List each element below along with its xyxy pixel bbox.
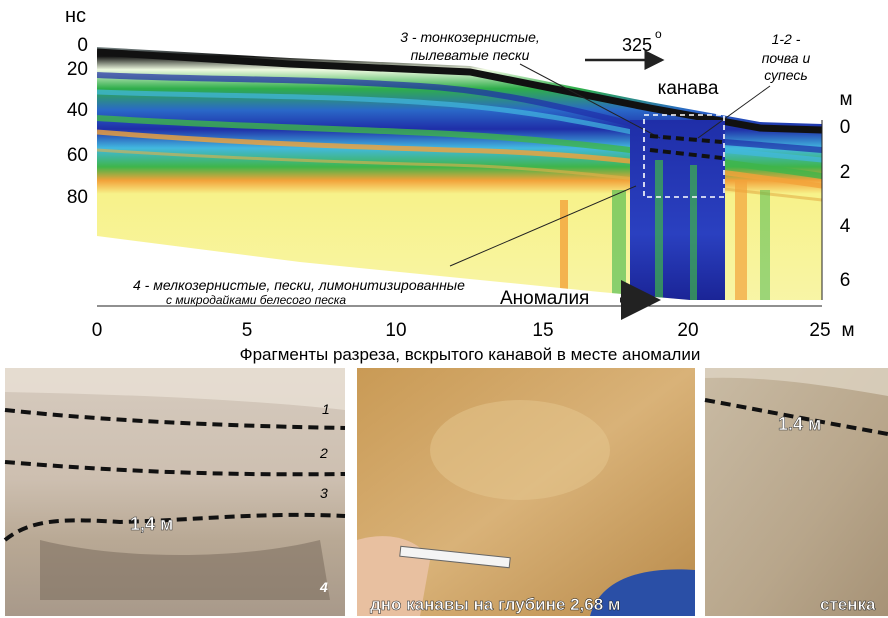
layer-label: 3 <box>320 485 328 501</box>
annotation-4-leader <box>449 185 637 267</box>
layer-label: 4 <box>319 579 328 595</box>
photo-right-caption: стенка <box>820 595 876 614</box>
annotation-4-line1: 4 - мелкозернистые, пески, лимонитизиров… <box>133 277 465 293</box>
x-tick: 0 <box>92 320 103 341</box>
y-tick: 0 <box>77 35 88 56</box>
trench-outline <box>643 114 725 198</box>
y-tick: 40 <box>67 100 88 121</box>
photo-left: 1 2 3 4 1,4 м <box>3 368 346 616</box>
anomaly-label: Аномалия <box>500 288 589 309</box>
x-tick: 5 <box>242 320 253 341</box>
azimuth-degree: o <box>655 27 662 41</box>
photo-middle-caption: дно канавы на глубине 2,68 м <box>370 595 620 614</box>
annotation-12-line1: 1-2 - <box>772 31 801 47</box>
annotation-12-leader <box>697 85 771 139</box>
azimuth-indicator: 325 o <box>585 27 665 70</box>
annotation-3-line1: 3 - тонкозернистые, <box>400 29 540 45</box>
y-tick: 80 <box>67 187 88 208</box>
layer-boundary <box>704 398 888 436</box>
layer-boundary <box>3 512 346 542</box>
azimuth-value: 325 <box>622 35 652 55</box>
annotation-12-line3: супесь <box>764 67 808 83</box>
y-tick: 20 <box>67 59 88 80</box>
photo-right: 1.4 м стенка <box>704 368 888 616</box>
radargram: нс 0 20 40 60 80 м 0 2 4 6 0 5 10 15 20 … <box>65 5 855 341</box>
photo-left-depth-label: 1,4 м <box>130 514 173 534</box>
y-axis-unit: нс <box>65 5 86 27</box>
annotation-3-leader <box>519 63 661 139</box>
annotation-4-line2: с микродайками белесого песка <box>166 293 346 307</box>
layer-label: 2 <box>319 445 328 461</box>
photos-caption: Фрагменты разреза, вскрытого канавой в м… <box>240 345 701 364</box>
measuring-tape-icon <box>399 545 511 569</box>
layer-label: 1 <box>322 401 330 417</box>
clothing <box>590 569 695 616</box>
annotation-3-line2: пылеватые пески <box>411 47 530 63</box>
y-tick: 60 <box>67 145 88 166</box>
layer-boundary <box>4 460 346 477</box>
trench-label: канава <box>658 78 719 99</box>
x-axis-unit: м <box>841 320 854 341</box>
depth-tick: 2 <box>840 162 851 183</box>
photo-right-depth-label: 1.4 м <box>778 414 821 434</box>
depth-axis-unit: м <box>839 89 852 110</box>
x-tick: 10 <box>385 320 406 341</box>
x-tick: 15 <box>532 320 553 341</box>
photo-right-image <box>705 368 888 616</box>
depth-tick: 4 <box>840 216 851 237</box>
x-tick: 20 <box>677 320 698 341</box>
layer-boundary <box>4 408 346 430</box>
depth-tick: 0 <box>840 117 851 138</box>
depth-tick: 6 <box>840 270 851 291</box>
photo-middle: дно канавы на глубине 2,68 м <box>357 368 695 616</box>
x-tick: 25 <box>809 320 830 341</box>
annotation-12-line2: почва и <box>762 50 811 66</box>
